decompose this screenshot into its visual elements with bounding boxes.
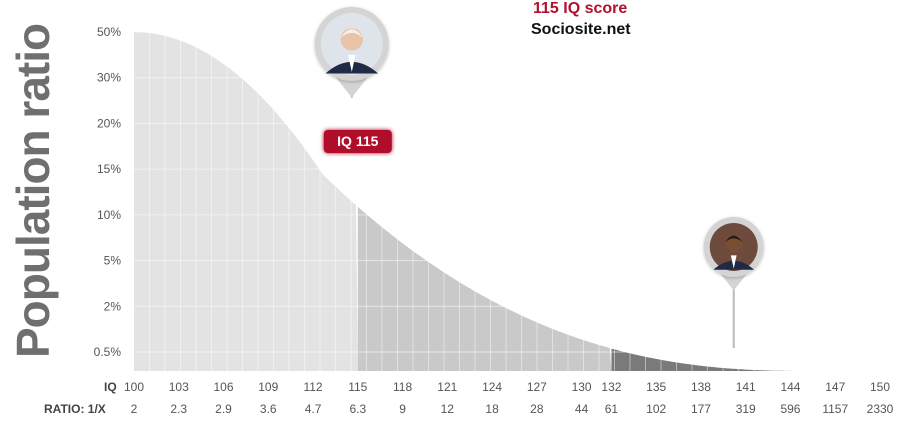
chart-title: 115 IQ score (533, 0, 628, 17)
iq-tick-label: 106 (214, 380, 234, 394)
iq-tick-label: 115 (348, 380, 367, 394)
ratio-tick-label: 4.7 (305, 402, 322, 416)
ratio-tick-label: 596 (780, 402, 800, 416)
y-tick-label: 30% (97, 71, 121, 85)
iq-marker-badge: IQ 115 (323, 130, 392, 153)
ratio-tick-label: 3.6 (260, 402, 277, 416)
curve-band-115-132 (357, 206, 612, 371)
ratio-tick-label: 319 (736, 402, 756, 416)
portrait-pin-115 (314, 7, 389, 98)
y-tick-label: 0.5% (94, 345, 122, 359)
iq-tick-label: 144 (780, 380, 800, 394)
iq-tick-label: 127 (527, 380, 547, 394)
ratio-tick-label: 2330 (867, 402, 894, 416)
curve-bands (134, 32, 808, 371)
portrait-hair (725, 235, 743, 243)
y-tick-label: 10% (97, 208, 121, 222)
ratio-tick-label: 61 (605, 402, 619, 416)
ratio-tick-label: 1157 (822, 402, 848, 416)
ratio-tick-label: 102 (646, 402, 666, 416)
iq-tick-label: 135 (646, 380, 666, 394)
iq-tick-label: 100 (124, 380, 144, 394)
ratio-tick-label: 6.3 (349, 402, 366, 416)
iq-marker-bg (323, 130, 392, 153)
ratio-tick-label: 2.3 (170, 402, 187, 416)
iq-tick-label: 109 (258, 380, 278, 394)
y-tick-label: 2% (104, 299, 122, 313)
ratio-tick-label: 177 (691, 402, 711, 416)
iq-marker-label: IQ 115 (337, 133, 378, 149)
site-name: Sociosite.net (531, 21, 631, 38)
ratio-tick-label: 28 (530, 402, 544, 416)
iq-row-label: IQ (104, 380, 117, 394)
iq-tick-label: 138 (691, 380, 711, 394)
curve-band-132-147 (611, 348, 808, 371)
grid-lines (134, 31, 808, 371)
ratio-row-label: RATIO: 1/X (44, 402, 106, 416)
iq-tick-label: 121 (437, 380, 457, 394)
portrait-pin-141 (703, 217, 764, 348)
y-tick-label: 15% (97, 162, 121, 176)
iq-tick-label: 124 (482, 380, 502, 394)
iq-tick-label: 130 (572, 380, 592, 394)
iq-tick-label: 132 (601, 380, 621, 394)
iq-tick-label: 150 (870, 380, 890, 394)
ratio-tick-label: 44 (575, 402, 589, 416)
iq-tick-label: 112 (303, 380, 322, 394)
ratio-tick-label: 9 (399, 402, 406, 416)
iq-tick-label: 118 (393, 380, 412, 394)
iq-tick-labels: 100 103 106 109 112 115 118 121 124 127 130 132 135 1… (124, 380, 890, 394)
y-tick-label: 5% (104, 254, 122, 268)
y-tick-label: 50% (97, 25, 121, 39)
iq-tick-label: 147 (825, 380, 845, 394)
ratio-tick-label: 18 (485, 402, 499, 416)
ratio-tick-label: 2 (131, 402, 138, 416)
iq-tick-label: 141 (736, 380, 756, 394)
ratio-tick-label: 2.9 (215, 402, 232, 416)
portrait-hair (340, 29, 363, 38)
portrait-shirt (730, 255, 737, 269)
y-axis-title: Population ratio (7, 23, 59, 358)
y-tick-labels: 50% 30% 20% 15% 10% 5% 2% 0.5% (94, 25, 122, 359)
portrait-shirt (348, 54, 356, 72)
highlight-guides (134, 154, 361, 369)
ratio-tick-labels: 2 2.3 2.9 3.6 4.7 6.3 9 12 18 28 44 61 102 177 319 596 1… (131, 402, 894, 416)
portrait-pins (314, 7, 764, 348)
y-tick-label: 20% (97, 116, 121, 130)
curve-band-100-115 (134, 32, 358, 371)
iq-tick-label: 103 (169, 380, 189, 394)
ratio-tick-label: 12 (441, 402, 455, 416)
